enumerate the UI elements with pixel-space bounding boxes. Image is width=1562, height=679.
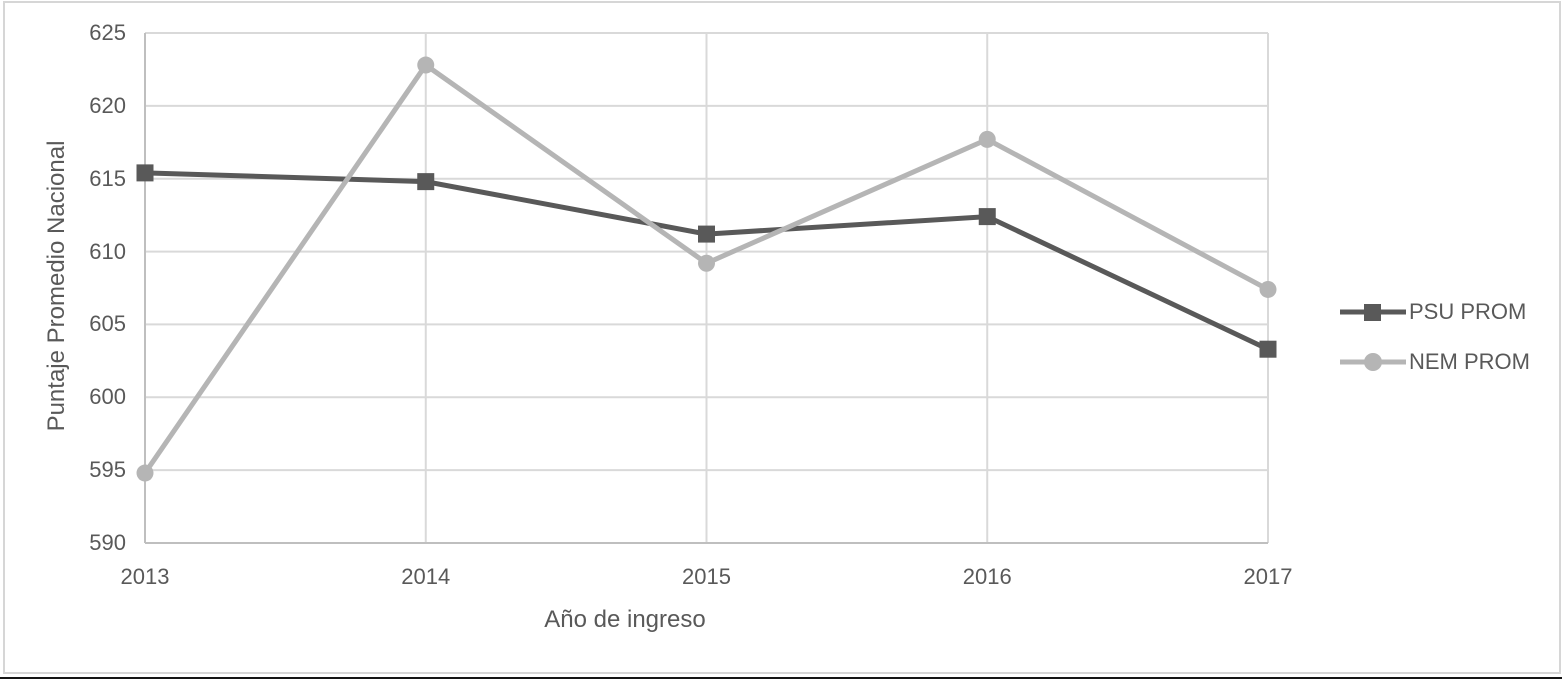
x-tick-label: 2015	[682, 564, 731, 589]
data-point-marker[interactable]	[978, 208, 996, 226]
y-tick-label: 615	[89, 165, 126, 191]
x-tick-label: 2016	[962, 564, 1012, 589]
x-tick-label: 2017	[1243, 564, 1293, 589]
y-tick-label: 625	[89, 20, 126, 45]
bottom-edge-line	[0, 677, 1562, 679]
legend-item-nem-prom[interactable]: NEM PROM	[1340, 344, 1530, 380]
y-tick-label: 595	[89, 457, 126, 483]
legend-label-nem-prom: NEM PROM	[1409, 349, 1530, 374]
data-point-marker[interactable]	[698, 254, 715, 272]
y-tick-label: 600	[89, 384, 126, 410]
y-tick-label: 610	[89, 238, 126, 264]
data-point-marker[interactable]	[417, 56, 435, 74]
legend-label-psu-prom: PSU PROM	[1409, 299, 1527, 324]
data-point-marker[interactable]	[136, 464, 154, 482]
y-tick-label: 605	[89, 311, 126, 337]
data-point-marker[interactable]	[1259, 280, 1277, 298]
x-tick-label: 2013	[120, 564, 170, 589]
nem-prom-line-circle-icon	[1340, 353, 1406, 371]
data-point-marker[interactable]	[417, 173, 435, 191]
data-point-marker[interactable]	[1259, 340, 1277, 358]
x-axis-title: Año de ingreso	[544, 606, 706, 633]
y-tick-label: 620	[89, 92, 126, 118]
data-point-marker[interactable]	[698, 225, 715, 243]
y-tick-label: 590	[89, 530, 126, 555]
data-point-marker[interactable]	[136, 164, 154, 182]
data-point-marker[interactable]	[978, 130, 996, 148]
y-axis-title: Puntaje Promedio Nacional	[43, 140, 70, 432]
legend-item-psu-prom[interactable]: PSU PROM	[1340, 294, 1526, 330]
psu-prom-line-square-icon	[1340, 304, 1406, 321]
x-tick-label: 2014	[401, 564, 451, 589]
